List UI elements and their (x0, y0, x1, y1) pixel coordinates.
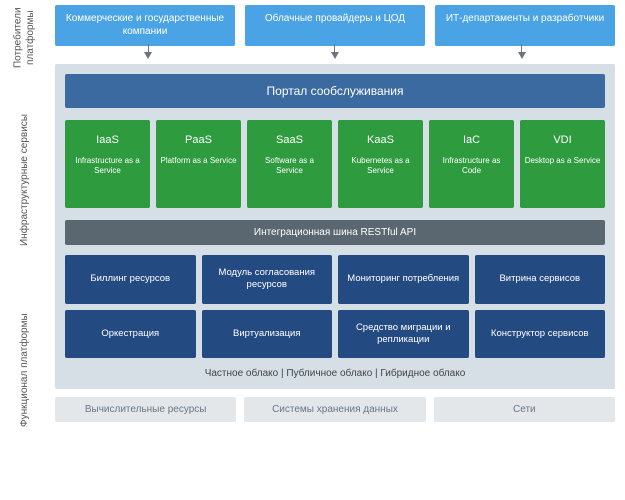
service-card-iac: IaC Infrastructure as Code (429, 120, 514, 208)
func-card: Средство миграции и репликации (338, 310, 469, 359)
service-abbr: IaC (433, 134, 510, 146)
service-card-vdi: VDI Desktop as a Service (520, 120, 605, 208)
arrow-down-icon (518, 52, 526, 59)
service-full: Infrastructure as Code (433, 156, 510, 176)
func-card: Мониторинг потребления (338, 255, 469, 304)
service-abbr: KaaS (342, 134, 419, 146)
service-card-saas: SaaS Software as a Service (247, 120, 332, 208)
side-label-infra-services: Инфраструктурные сервисы (0, 95, 50, 265)
integration-bar: Интеграционная шина RESTful API (65, 220, 605, 245)
func-card: Модуль согласования ресурсов (202, 255, 333, 304)
service-full: Platform as a Service (160, 156, 237, 166)
services-row: IaaS Infrastructure as a Service PaaS Pl… (65, 120, 605, 208)
consumers-row: Коммерческие и государственные компании … (55, 5, 615, 46)
service-card-paas: PaaS Platform as a Service (156, 120, 241, 208)
service-full: Infrastructure as a Service (69, 156, 146, 176)
main-panel: Портал сообслуживания IaaS Infrastructur… (55, 64, 615, 389)
service-abbr: IaaS (69, 134, 146, 146)
arrow-down-icon (331, 52, 339, 59)
func-card: Витрина сервисов (475, 255, 606, 304)
arrow-down-icon (144, 52, 152, 59)
infra-row: Вычислительные ресурсы Системы хранения … (55, 397, 615, 422)
consumer-card: ИТ-департаменты и разработчики (435, 5, 615, 46)
infra-card: Системы хранения данных (244, 397, 425, 422)
side-label-consumers: Потребители платформы (0, 8, 50, 68)
side-label-functional: Функционал платформы (0, 300, 50, 440)
arrows-row (55, 46, 615, 64)
service-card-iaas: IaaS Infrastructure as a Service (65, 120, 150, 208)
portal-bar: Портал сообслуживания (65, 74, 605, 108)
func-card: Биллинг ресурсов (65, 255, 196, 304)
service-full: Desktop as a Service (524, 156, 601, 166)
cloud-types-label: Частное облако | Публичное облако | Гибр… (65, 368, 605, 379)
service-abbr: VDI (524, 134, 601, 146)
consumer-card: Коммерческие и государственные компании (55, 5, 235, 46)
func-card: Конструктор сервисов (475, 310, 606, 359)
service-full: Software as a Service (251, 156, 328, 176)
service-full: Kubernetes as a Service (342, 156, 419, 176)
functional-grid: Биллинг ресурсов Модуль согласования рес… (65, 255, 605, 358)
infra-card: Вычислительные ресурсы (55, 397, 236, 422)
infra-card: Сети (434, 397, 615, 422)
consumer-card: Облачные провайдеры и ЦОД (245, 5, 425, 46)
service-abbr: PaaS (160, 134, 237, 146)
service-card-kaas: KaaS Kubernetes as a Service (338, 120, 423, 208)
service-abbr: SaaS (251, 134, 328, 146)
func-card: Оркестрация (65, 310, 196, 359)
func-card: Виртуализация (202, 310, 333, 359)
